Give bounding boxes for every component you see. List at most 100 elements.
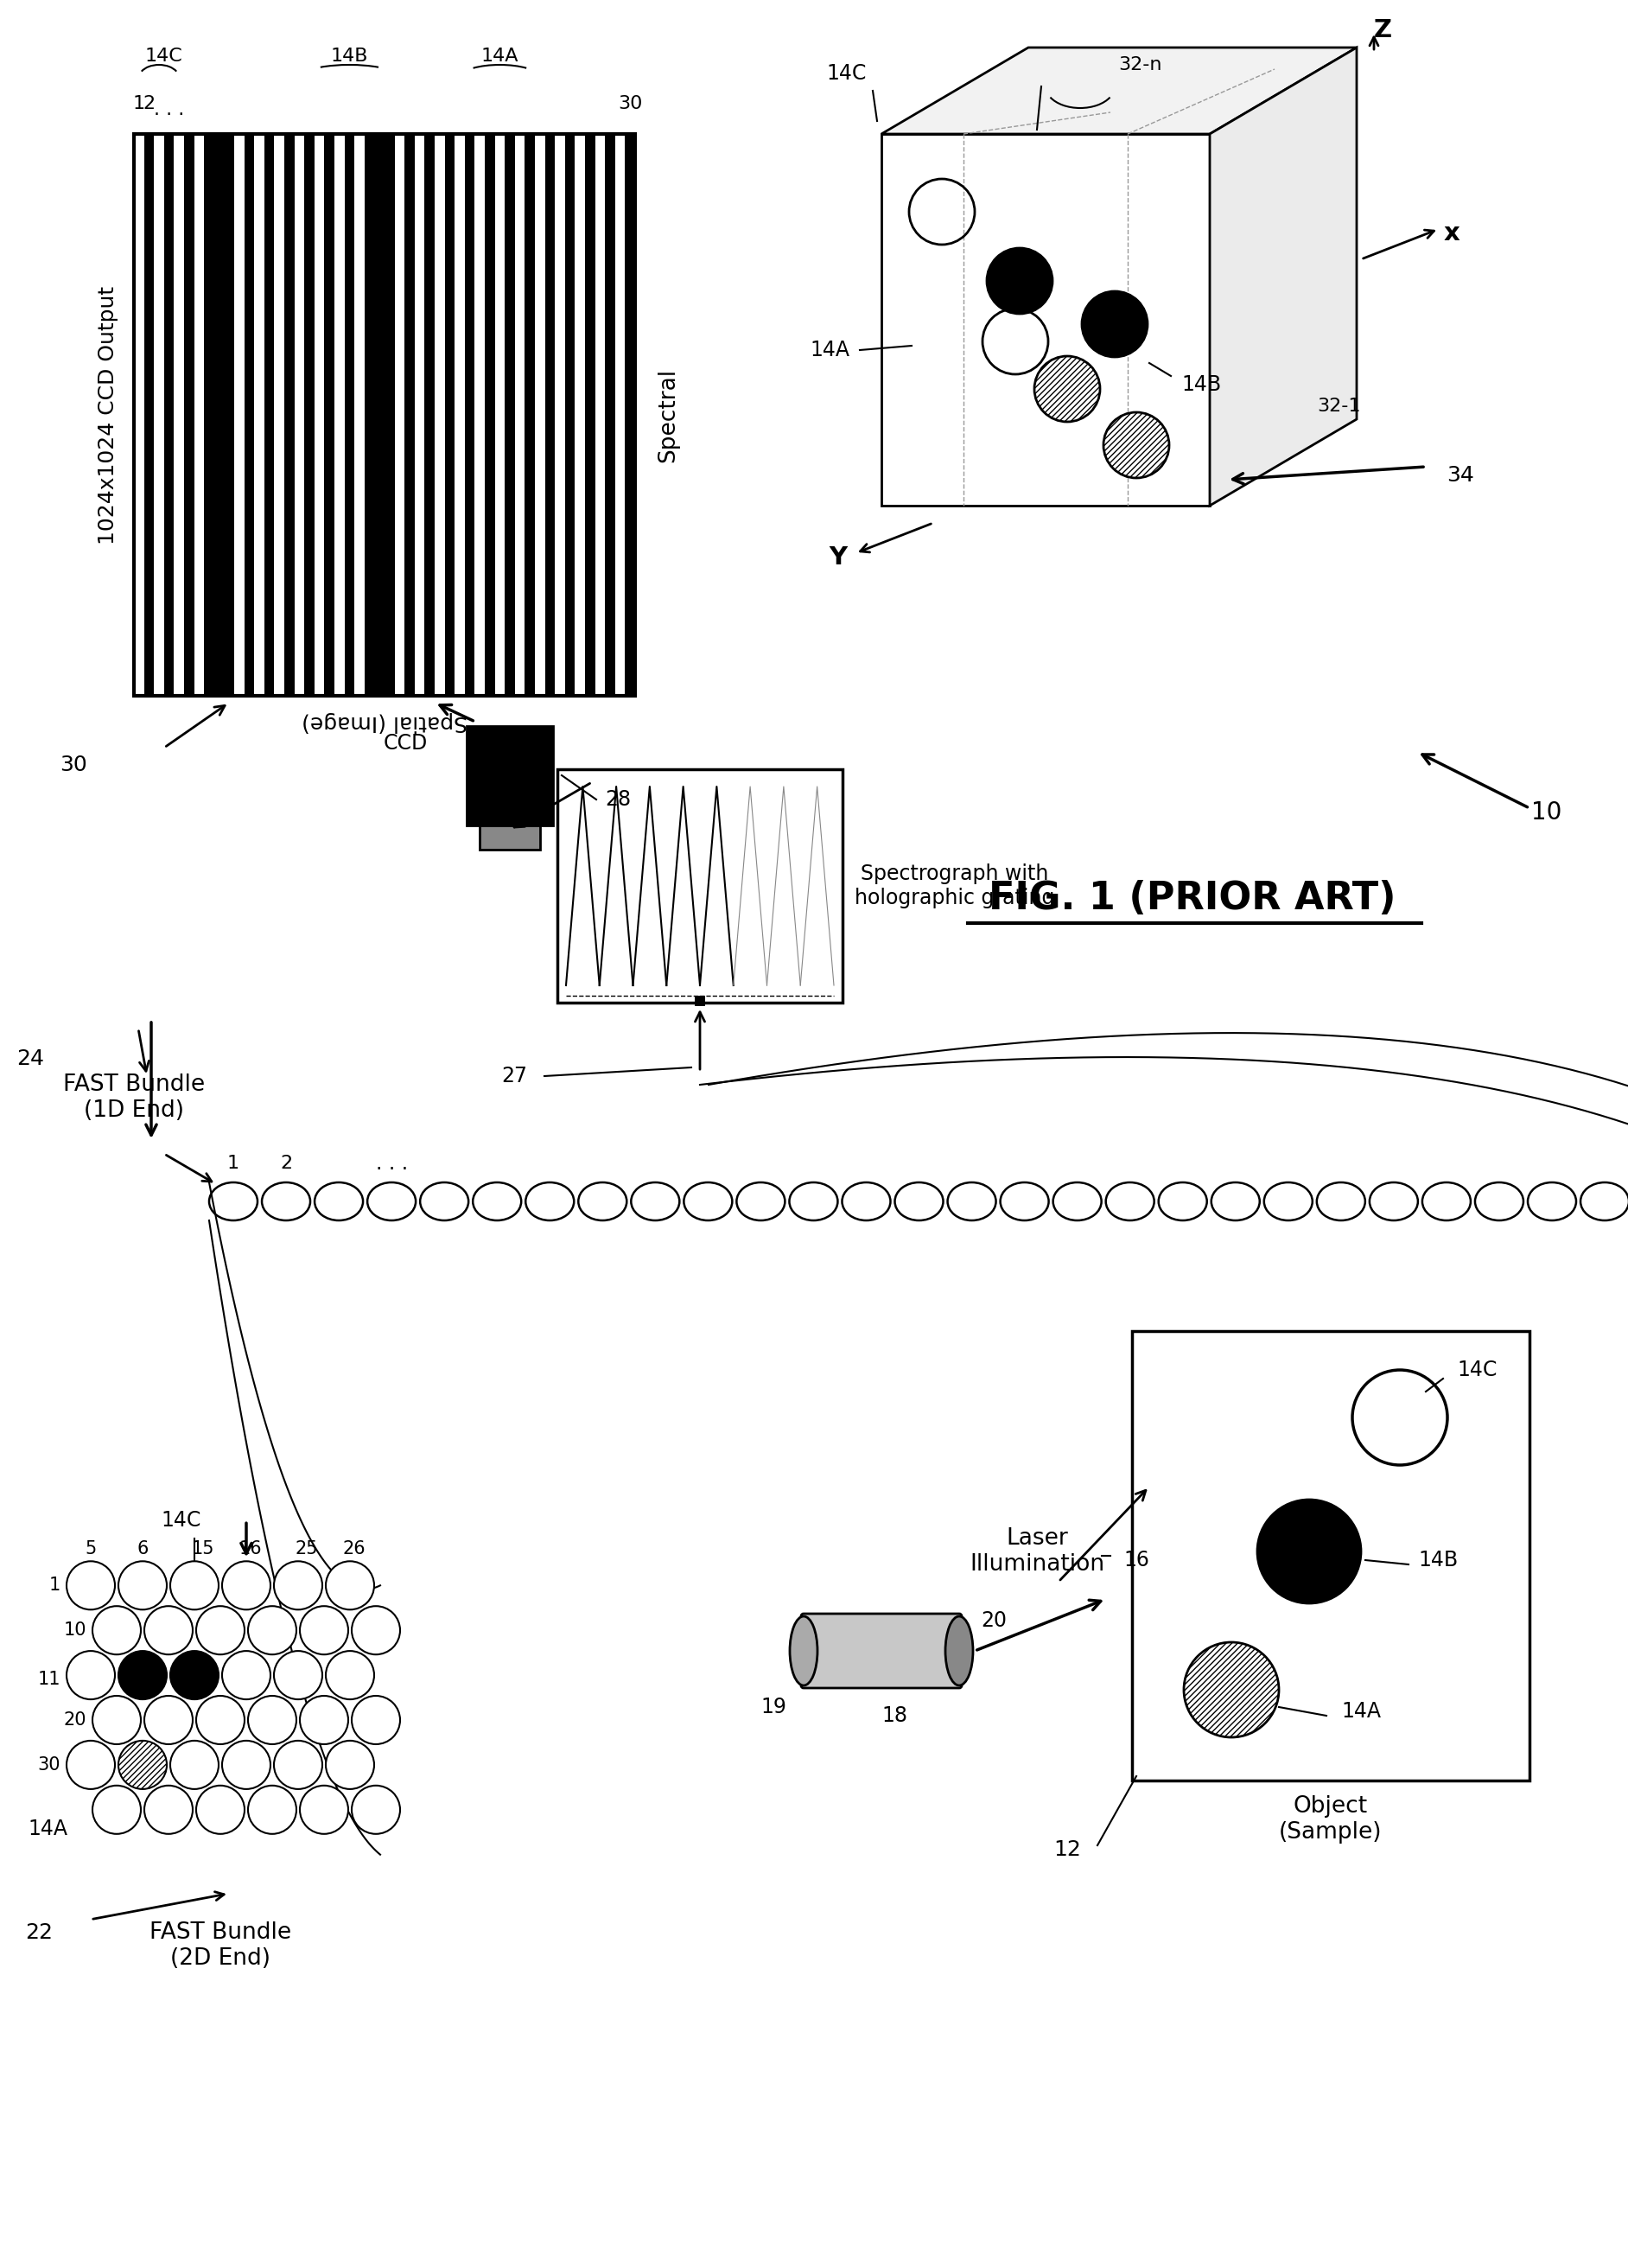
Bar xyxy=(615,134,625,696)
Text: 34: 34 xyxy=(1447,465,1473,485)
Circle shape xyxy=(352,1606,400,1653)
Text: 11: 11 xyxy=(37,1672,60,1687)
Circle shape xyxy=(67,1651,116,1699)
Circle shape xyxy=(326,1560,374,1610)
Circle shape xyxy=(221,1560,270,1610)
Text: 1024x1024 CCD Output: 1024x1024 CCD Output xyxy=(98,286,119,544)
Circle shape xyxy=(171,1560,218,1610)
Polygon shape xyxy=(1210,48,1356,506)
Bar xyxy=(204,134,215,696)
Text: 1: 1 xyxy=(49,1576,60,1594)
Text: 32-n: 32-n xyxy=(1118,57,1162,73)
Circle shape xyxy=(67,1560,116,1610)
Bar xyxy=(545,134,555,696)
Bar xyxy=(304,134,314,696)
Text: 10: 10 xyxy=(63,1622,86,1640)
Circle shape xyxy=(119,1560,166,1610)
Bar xyxy=(480,826,540,850)
Bar xyxy=(264,134,274,696)
Bar xyxy=(524,134,536,696)
Circle shape xyxy=(1257,1499,1361,1603)
Polygon shape xyxy=(881,48,1356,134)
Circle shape xyxy=(195,1785,244,1835)
Text: 26: 26 xyxy=(480,742,506,762)
Text: 22: 22 xyxy=(24,1921,52,1944)
Circle shape xyxy=(274,1560,322,1610)
Circle shape xyxy=(221,1651,270,1699)
Text: 6: 6 xyxy=(137,1540,148,1558)
Bar xyxy=(425,134,435,696)
Text: Spectrograph with
holographic grating: Spectrograph with holographic grating xyxy=(855,864,1055,907)
Text: 14A: 14A xyxy=(28,1819,67,1839)
Text: CCD: CCD xyxy=(384,733,428,753)
Bar xyxy=(184,134,194,696)
Circle shape xyxy=(1184,1642,1280,1737)
Circle shape xyxy=(247,1785,296,1835)
Bar xyxy=(215,134,225,696)
Text: 14C: 14C xyxy=(1457,1359,1498,1381)
Text: 20: 20 xyxy=(980,1610,1006,1631)
Text: 14A: 14A xyxy=(809,340,850,361)
Text: 30: 30 xyxy=(619,95,643,113)
Text: FIG. 1 (PRIOR ART): FIG. 1 (PRIOR ART) xyxy=(988,880,1397,919)
Text: 1: 1 xyxy=(133,95,145,113)
Circle shape xyxy=(247,1696,296,1744)
Text: 14B: 14B xyxy=(1182,374,1221,395)
Bar xyxy=(475,134,485,696)
Text: 25: 25 xyxy=(295,1540,317,1558)
Text: 24: 24 xyxy=(16,1048,44,1068)
Text: 2: 2 xyxy=(280,1154,291,1173)
Text: FAST Bundle
(2D End): FAST Bundle (2D End) xyxy=(150,1921,291,1969)
Text: 18: 18 xyxy=(881,1706,907,1726)
Circle shape xyxy=(300,1606,348,1653)
Circle shape xyxy=(93,1785,142,1835)
Bar xyxy=(444,134,454,696)
Circle shape xyxy=(93,1606,142,1653)
Bar xyxy=(295,134,304,696)
Circle shape xyxy=(300,1785,348,1835)
FancyBboxPatch shape xyxy=(801,1615,962,1687)
Circle shape xyxy=(1104,413,1169,479)
Circle shape xyxy=(274,1651,322,1699)
Bar xyxy=(345,134,355,696)
Bar xyxy=(606,134,615,696)
Bar xyxy=(695,996,705,1007)
Text: Spatial (Image): Spatial (Image) xyxy=(301,712,467,733)
Circle shape xyxy=(171,1651,218,1699)
Polygon shape xyxy=(881,134,1210,506)
Circle shape xyxy=(247,1606,296,1653)
Text: x: x xyxy=(1444,222,1460,245)
Bar xyxy=(536,134,545,696)
Ellipse shape xyxy=(790,1617,817,1685)
Circle shape xyxy=(326,1651,374,1699)
Bar xyxy=(505,134,514,696)
Bar xyxy=(594,134,606,696)
Bar xyxy=(314,134,324,696)
Text: 1: 1 xyxy=(228,1154,239,1173)
Text: 30: 30 xyxy=(60,755,88,776)
Circle shape xyxy=(145,1696,192,1744)
Text: 14C: 14C xyxy=(827,64,866,84)
Bar xyxy=(133,134,635,696)
Bar xyxy=(1131,1331,1529,1780)
Text: 26: 26 xyxy=(344,1540,366,1558)
Text: 2: 2 xyxy=(143,95,155,113)
Bar xyxy=(374,134,384,696)
Bar xyxy=(164,134,174,696)
Text: 10: 10 xyxy=(1532,801,1561,826)
Bar xyxy=(584,134,594,696)
Circle shape xyxy=(145,1606,192,1653)
Text: Laser
Illumination: Laser Illumination xyxy=(970,1526,1104,1576)
Text: Z: Z xyxy=(1374,18,1392,43)
Circle shape xyxy=(300,1696,348,1744)
Text: 27: 27 xyxy=(501,1066,527,1086)
Bar xyxy=(625,134,635,696)
Text: 14B: 14B xyxy=(330,48,368,66)
Circle shape xyxy=(171,1740,218,1789)
Bar xyxy=(254,134,264,696)
Circle shape xyxy=(195,1606,244,1653)
Bar xyxy=(225,134,234,696)
Bar xyxy=(565,134,575,696)
Text: Object
(Sample): Object (Sample) xyxy=(1280,1796,1382,1844)
Text: 28: 28 xyxy=(606,789,632,810)
